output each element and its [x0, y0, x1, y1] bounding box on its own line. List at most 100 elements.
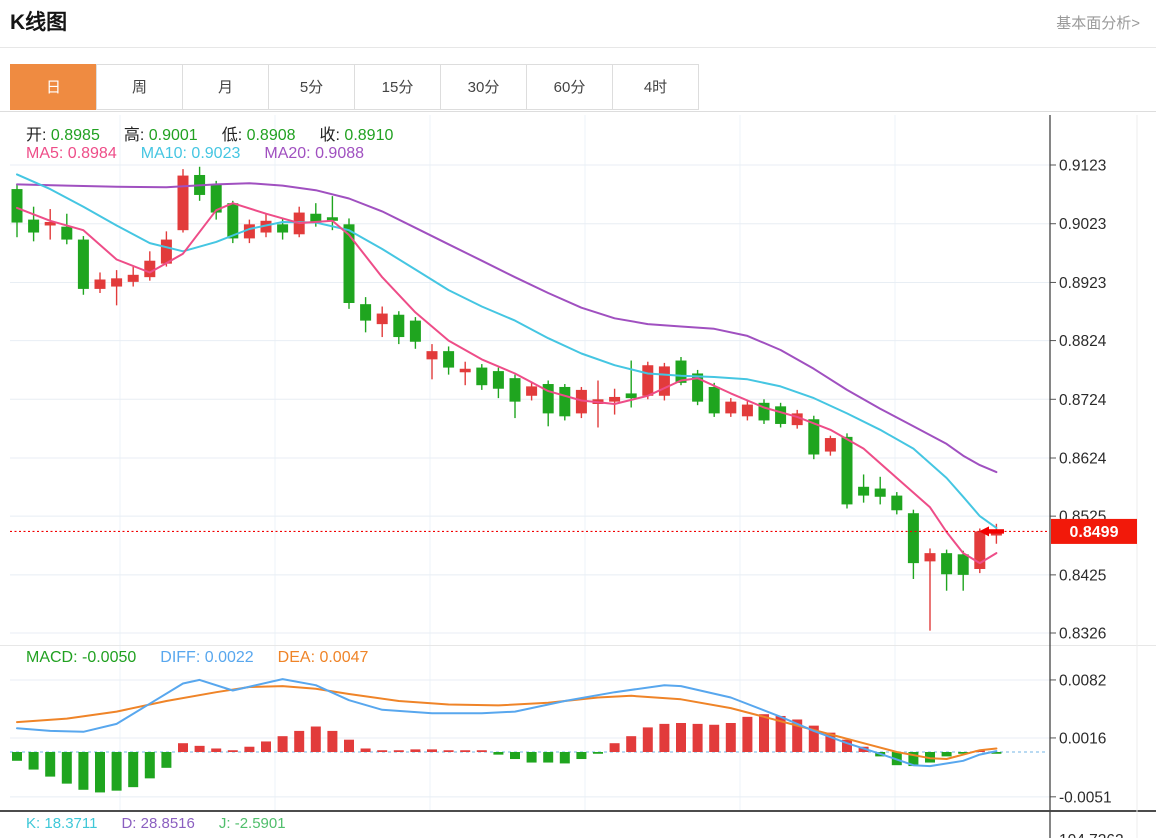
candle-body — [127, 274, 139, 282]
candle-body — [177, 175, 189, 231]
y-tick-label: 0.0016 — [1059, 730, 1106, 747]
y-tick-label: 0.8724 — [1059, 392, 1107, 409]
candle-body — [509, 378, 521, 402]
y-tick-label: 0.8425 — [1059, 567, 1106, 584]
macd-bar — [393, 750, 404, 752]
candle-body — [741, 404, 753, 417]
macd-bar — [111, 752, 122, 791]
candle-body — [758, 402, 770, 421]
candle-body — [692, 373, 704, 402]
macd-bar — [775, 715, 786, 752]
macd-bar — [559, 752, 570, 764]
tab-m60[interactable]: 60分 — [526, 64, 613, 110]
candle-body — [111, 278, 123, 287]
macd-bar — [709, 724, 720, 752]
tab-h4[interactable]: 4时 — [612, 64, 699, 110]
series-line — [16, 182, 998, 474]
candle-body — [808, 419, 820, 455]
tab-m15[interactable]: 15分 — [354, 64, 441, 110]
candle-body — [941, 553, 953, 575]
price-arrow-tail — [986, 529, 1004, 534]
candle-body — [841, 436, 853, 505]
candle-body — [708, 386, 720, 414]
current-price-badge — [1051, 518, 1137, 544]
y-tick-label: 0.8326 — [1059, 626, 1106, 643]
macd-bar — [642, 727, 653, 752]
tab-m5[interactable]: 5分 — [268, 64, 355, 110]
candle-body — [310, 213, 322, 222]
y-tick-label: 0.9123 — [1059, 158, 1106, 175]
y-tick-label: 0.9023 — [1059, 216, 1106, 233]
candle-body — [243, 224, 255, 239]
candle-body — [824, 438, 836, 452]
tab-m30[interactable]: 30分 — [440, 64, 527, 110]
macd-bar — [410, 749, 421, 752]
candle-body — [28, 219, 40, 233]
candle-body — [542, 384, 554, 414]
fundamental-analysis-link[interactable]: 基本面分析> — [1056, 15, 1140, 32]
macd-bar — [609, 743, 620, 752]
candle-body — [326, 217, 338, 221]
macd-bar — [178, 743, 188, 752]
candle-body — [891, 495, 903, 511]
candle-body — [376, 313, 388, 325]
candle-body — [160, 239, 172, 264]
macd-bar — [991, 752, 1002, 754]
macd-bar — [593, 752, 603, 754]
candle-body — [94, 279, 106, 289]
series-line — [16, 173, 998, 529]
candle-body — [907, 513, 919, 564]
candle-body — [625, 393, 637, 399]
candle-body — [277, 224, 289, 233]
candle-body — [459, 368, 471, 373]
page-title: K线图 — [10, 11, 68, 34]
macd-bar — [211, 748, 222, 752]
current-price-badge-label: 0.8499 — [1070, 524, 1119, 541]
candle-body — [775, 406, 787, 424]
macd-bar — [460, 750, 471, 752]
kline-chart-canvas[interactable]: 0.91230.90230.89230.88240.87240.86240.85… — [0, 115, 1156, 838]
macd-bar — [45, 752, 56, 777]
macd-bar — [244, 746, 255, 752]
macd-bar — [543, 752, 554, 763]
macd-bar — [576, 752, 587, 760]
candle-body — [260, 220, 272, 233]
tabbar-underline — [0, 111, 1156, 112]
macd-bar — [78, 752, 89, 790]
candle-body — [227, 203, 239, 239]
macd-bar — [792, 719, 803, 752]
candle-body — [575, 389, 587, 414]
macd-bar — [958, 752, 969, 754]
macd-bar — [725, 722, 736, 752]
macd-bar — [659, 723, 670, 752]
tab-month[interactable]: 月 — [182, 64, 269, 110]
tab-week[interactable]: 周 — [96, 64, 183, 110]
candle-body — [924, 553, 936, 562]
macd-bar — [227, 750, 238, 752]
price-arrow-head — [979, 526, 989, 537]
macd-bar — [476, 750, 487, 752]
candle-body — [144, 260, 156, 278]
candle-body — [725, 401, 737, 414]
y-tick-label: 0.8624 — [1059, 451, 1107, 468]
macd-bar — [676, 722, 686, 752]
macd-bar — [294, 730, 305, 752]
macd-bar — [61, 752, 72, 784]
period-tab-bar: 日周月 5分 15分 30分 60分 4时 — [10, 64, 699, 110]
macd-bar — [842, 739, 852, 752]
macd-bar — [808, 725, 819, 752]
candle-body — [44, 221, 56, 226]
macd-bar — [510, 752, 520, 760]
macd-bar — [310, 726, 321, 752]
macd-bar — [128, 752, 139, 788]
candle-body — [974, 531, 986, 569]
macd-bar — [194, 745, 205, 752]
tab-day[interactable]: 日 — [10, 64, 97, 110]
macd-bar — [377, 750, 388, 752]
candle-body — [858, 486, 870, 496]
macd-bar — [626, 736, 637, 752]
candle-body — [210, 184, 222, 213]
candle-body — [343, 224, 355, 303]
candle-body — [492, 371, 504, 389]
